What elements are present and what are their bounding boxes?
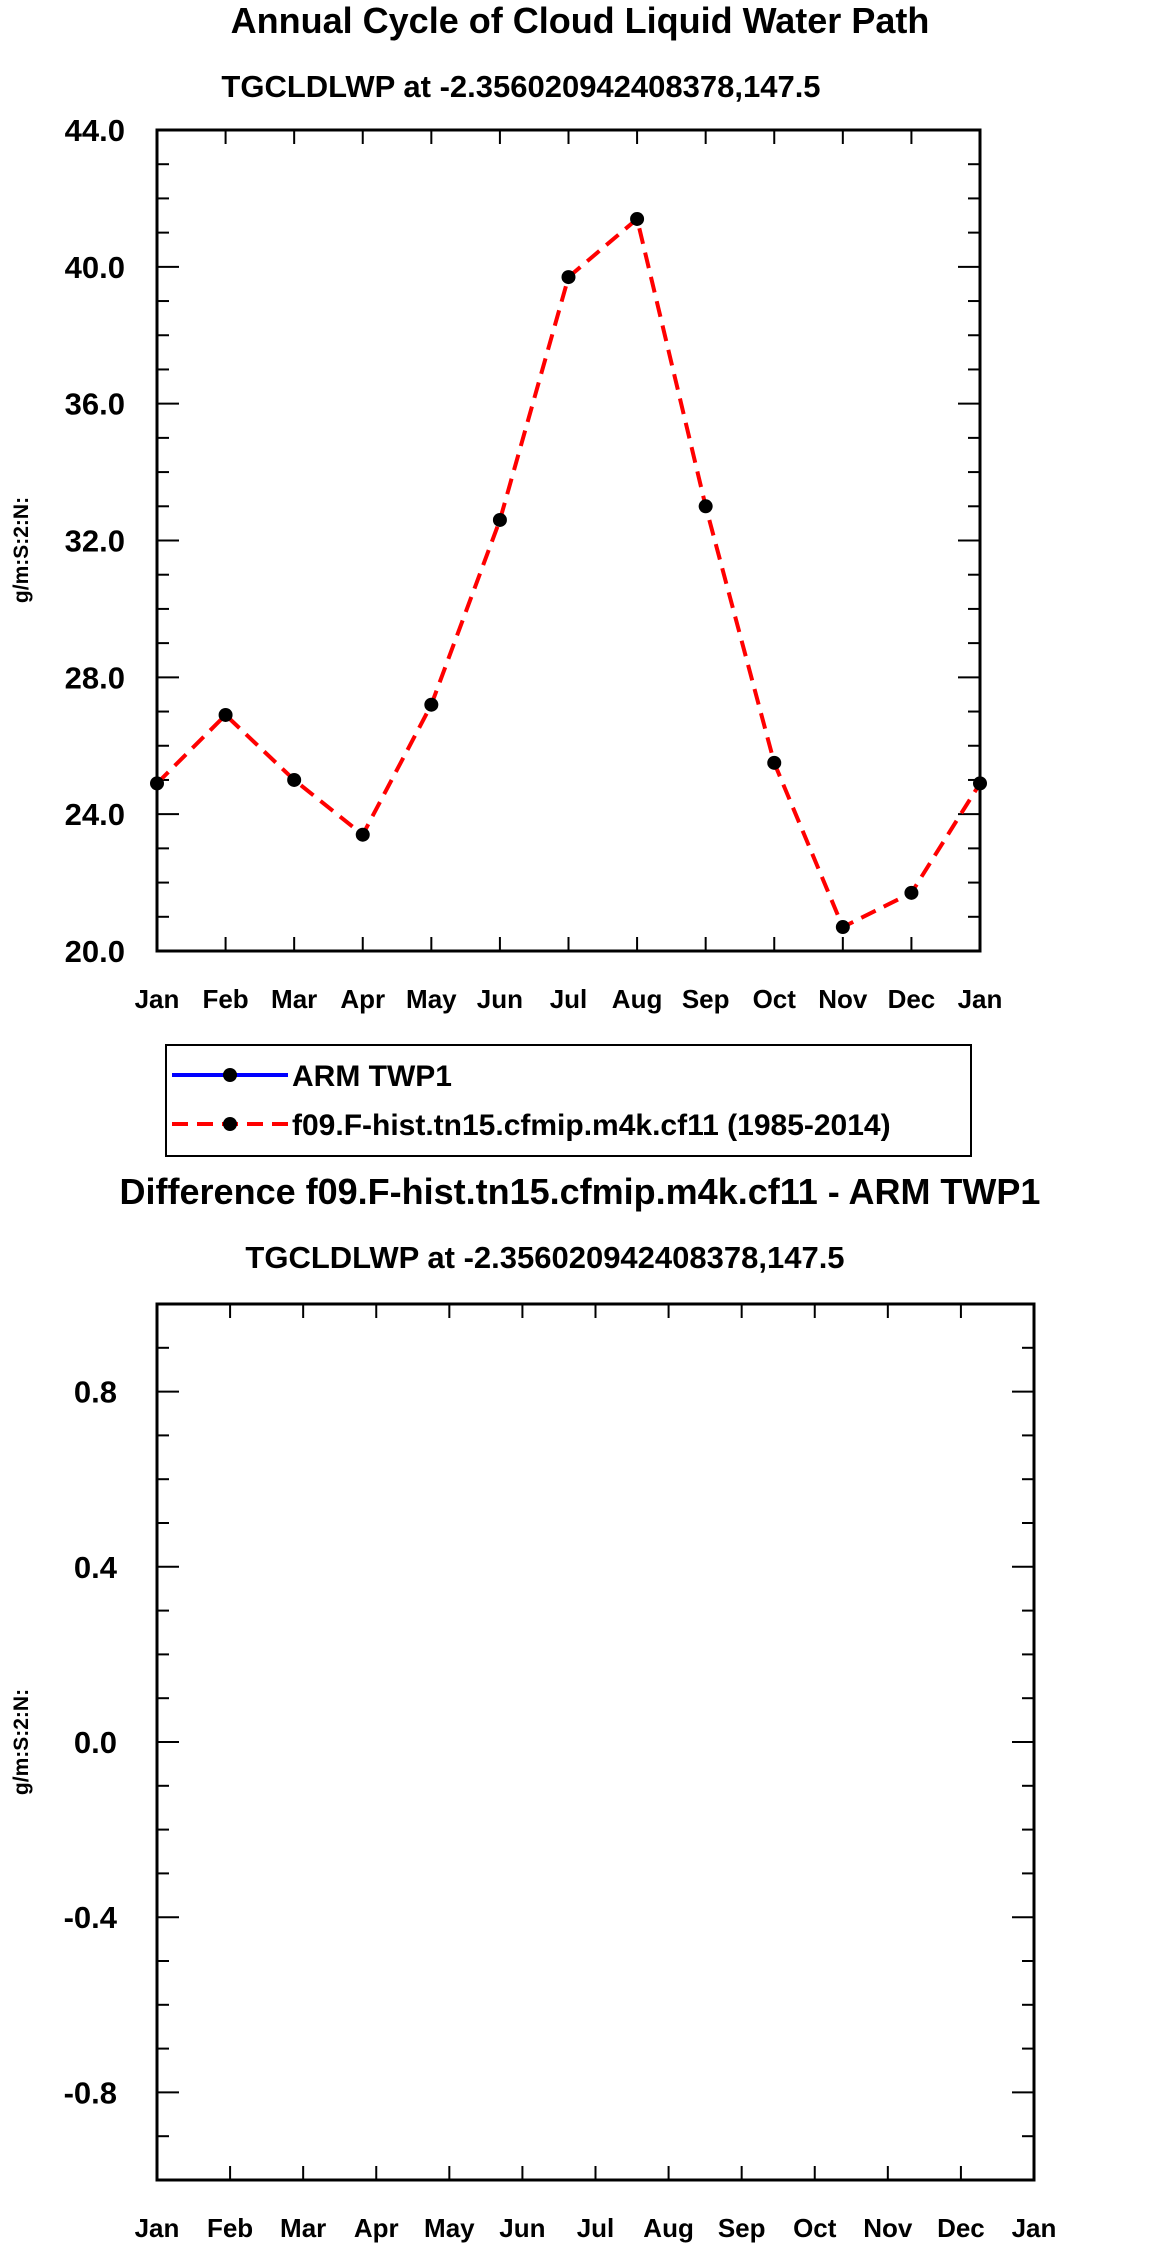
- x-tick-label: Jun: [499, 2213, 545, 2243]
- chart2-title: Difference f09.F-hist.tn15.cfmip.m4k.cf1…: [120, 1171, 1041, 1212]
- legend-marker-model: [223, 1117, 237, 1131]
- y-tick-label: 0.0: [74, 1725, 117, 1760]
- x-tick-label: Jan: [1012, 2213, 1057, 2243]
- data-point-marker: [561, 270, 576, 285]
- x-tick-label: Dec: [937, 2213, 985, 2243]
- data-point-marker: [492, 512, 507, 527]
- data-point-marker: [767, 755, 782, 770]
- x-tick-label: Mar: [280, 2213, 326, 2243]
- x-tick-label: Jul: [577, 2213, 615, 2243]
- x-tick-label: Jan: [135, 2213, 180, 2243]
- data-point-marker: [835, 920, 850, 935]
- chart1-y-tick-labels: 20.0 24.0 28.0 32.0 36.0 40.0 44.0: [65, 113, 125, 969]
- x-tick-label: May: [424, 2213, 475, 2243]
- chart1-plot-frame: [155, 128, 982, 953]
- chart2-x-tick-labels: Jan Feb Mar Apr May Jun Jul Aug Sep Oct Nov Dec Jan: [135, 2213, 1057, 2243]
- chart2-y-tick-labels: -0.8 -0.4 0.0 0.4 0.8: [64, 1375, 118, 2111]
- x-tick-label: Mar: [271, 984, 317, 1014]
- data-point-marker: [218, 707, 233, 722]
- x-tick-label: Dec: [888, 984, 936, 1014]
- x-tick-label: Jan: [135, 984, 180, 1014]
- x-tick-label: Aug: [643, 2213, 694, 2243]
- legend-entry-model: f09.F-hist.tn15.cfmip.m4k.cf11 (1985-201…: [172, 1109, 891, 1142]
- chart1-x-tick-labels: Jan Feb Mar Apr May Jun Jul Aug Sep Oct Nov Dec Jan: [135, 984, 1003, 1014]
- data-point-marker: [424, 697, 439, 712]
- x-tick-label: Nov: [863, 2213, 913, 2243]
- chart2-y-axis-label: g/m:S:2:N:: [10, 1689, 33, 1795]
- y-tick-label: 32.0: [65, 524, 125, 559]
- legend-marker-arm-twp1: [223, 1068, 237, 1082]
- y-tick-label: -0.4: [64, 1900, 118, 1935]
- data-point-marker: [355, 827, 370, 842]
- x-tick-label: Jun: [477, 984, 523, 1014]
- legend-label-arm-twp1: ARM TWP1: [292, 1060, 452, 1093]
- x-tick-label: Nov: [818, 984, 868, 1014]
- annual-cycle-chart: Annual Cycle of Cloud Liquid Water Path …: [10, 0, 1002, 1014]
- legend-box: [165, 1044, 972, 1157]
- x-tick-label: Sep: [682, 984, 730, 1014]
- chart1-title: Annual Cycle of Cloud Liquid Water Path: [231, 0, 930, 41]
- x-tick-label: Oct: [793, 2213, 837, 2243]
- x-tick-label: Apr: [354, 2213, 399, 2243]
- series-line: [155, 215, 982, 930]
- x-tick-label: May: [406, 984, 457, 1014]
- x-tick-label: Aug: [612, 984, 663, 1014]
- y-tick-label: 36.0: [65, 387, 125, 422]
- chart1-series: [150, 211, 987, 935]
- y-tick-label: 24.0: [65, 797, 125, 832]
- chart2-tick-marks: [156, 1303, 1035, 2181]
- data-point-marker: [904, 885, 919, 900]
- y-tick-label: 44.0: [65, 113, 125, 148]
- legend-entry-arm-twp1: ARM TWP1: [172, 1060, 452, 1093]
- legend: ARM TWP1 f09.F-hist.tn15.cfmip.m4k.cf11 …: [165, 1044, 972, 1157]
- x-tick-label: Feb: [207, 2213, 253, 2243]
- x-tick-label: Jul: [550, 984, 588, 1014]
- data-point-marker: [150, 776, 164, 791]
- y-tick-label: 0.8: [74, 1375, 117, 1410]
- data-point-marker: [973, 776, 987, 791]
- x-tick-label: Oct: [753, 984, 797, 1014]
- y-tick-label: 28.0: [65, 660, 125, 695]
- chart2-plot-frame: [155, 1302, 1036, 2182]
- data-point-marker: [630, 211, 645, 226]
- data-point-marker: [698, 499, 713, 514]
- chart1-y-axis-label: g/m:S:2:N:: [10, 497, 33, 603]
- difference-chart: Difference f09.F-hist.tn15.cfmip.m4k.cf1…: [10, 1171, 1056, 2243]
- data-point-marker: [287, 772, 302, 787]
- y-tick-label: 0.4: [74, 1550, 118, 1585]
- x-tick-label: Feb: [202, 984, 248, 1014]
- x-tick-label: Jan: [958, 984, 1003, 1014]
- y-tick-label: 20.0: [65, 934, 125, 969]
- legend-label-model: f09.F-hist.tn15.cfmip.m4k.cf11 (1985-201…: [292, 1109, 891, 1142]
- x-tick-label: Sep: [718, 2213, 766, 2243]
- y-tick-label: 40.0: [65, 250, 125, 285]
- chart1-subtitle: TGCLDLWP at -2.356020942408378,147.5: [221, 69, 820, 104]
- chart1-tick-marks: [156, 129, 981, 952]
- chart2-subtitle: TGCLDLWP at -2.356020942408378,147.5: [245, 1240, 844, 1275]
- y-tick-label: -0.8: [64, 2075, 117, 2110]
- x-tick-label: Apr: [340, 984, 385, 1014]
